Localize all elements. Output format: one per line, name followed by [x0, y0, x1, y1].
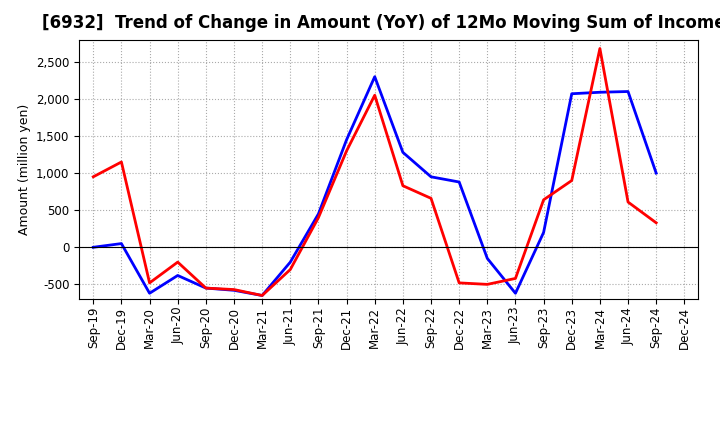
Net Income	[314, 215, 323, 220]
Net Income	[399, 183, 408, 188]
Ordinary Income	[145, 291, 154, 296]
Ordinary Income	[314, 211, 323, 216]
Net Income	[117, 159, 126, 165]
Net Income	[174, 260, 182, 265]
Net Income	[624, 199, 632, 205]
Net Income	[483, 282, 492, 287]
Net Income	[511, 276, 520, 281]
Ordinary Income	[567, 91, 576, 96]
Ordinary Income	[483, 256, 492, 261]
Ordinary Income	[427, 174, 436, 180]
Ordinary Income	[230, 288, 238, 293]
Ordinary Income	[117, 241, 126, 246]
Net Income	[455, 280, 464, 286]
Ordinary Income	[258, 293, 266, 298]
Title: [6932]  Trend of Change in Amount (YoY) of 12Mo Moving Sum of Incomes: [6932] Trend of Change in Amount (YoY) o…	[42, 15, 720, 33]
Ordinary Income	[624, 89, 632, 94]
Net Income	[258, 293, 266, 298]
Net Income	[286, 267, 294, 272]
Net Income	[595, 46, 604, 51]
Ordinary Income	[89, 245, 98, 250]
Ordinary Income	[652, 170, 660, 176]
Ordinary Income	[342, 137, 351, 143]
Ordinary Income	[174, 273, 182, 278]
Net Income	[89, 174, 98, 180]
Net Income	[342, 148, 351, 154]
Ordinary Income	[286, 260, 294, 265]
Net Income	[652, 220, 660, 225]
Net Income	[427, 196, 436, 201]
Line: Net Income: Net Income	[94, 48, 656, 296]
Net Income	[539, 197, 548, 202]
Ordinary Income	[511, 291, 520, 296]
Ordinary Income	[399, 150, 408, 155]
Ordinary Income	[539, 230, 548, 235]
Ordinary Income	[370, 74, 379, 79]
Y-axis label: Amount (million yen): Amount (million yen)	[17, 104, 30, 235]
Net Income	[567, 178, 576, 183]
Net Income	[370, 92, 379, 98]
Ordinary Income	[202, 286, 210, 291]
Ordinary Income	[595, 90, 604, 95]
Line: Ordinary Income: Ordinary Income	[94, 77, 656, 296]
Ordinary Income	[455, 180, 464, 185]
Net Income	[145, 280, 154, 286]
Net Income	[202, 286, 210, 291]
Net Income	[230, 287, 238, 292]
